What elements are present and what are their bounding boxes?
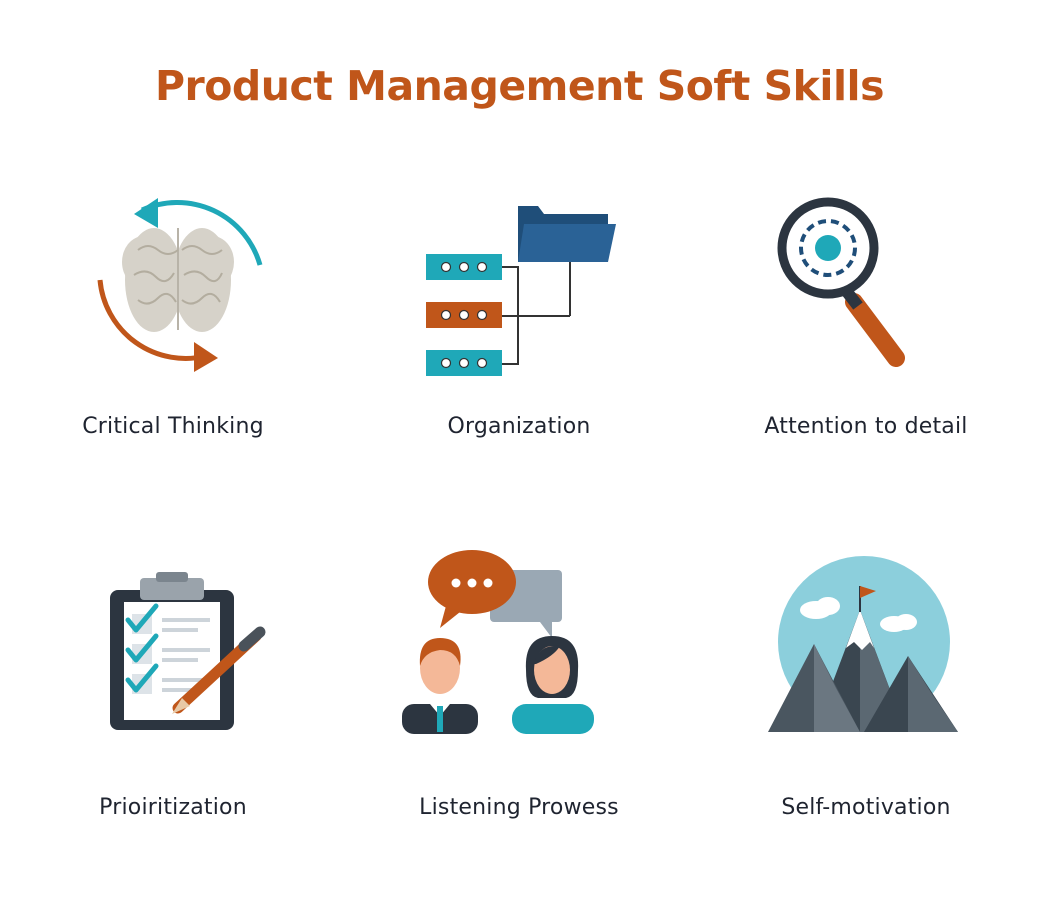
page-title: Product Management Soft Skills [155, 62, 885, 110]
conversation-icon [402, 550, 594, 734]
skill-label-organization: Organization [447, 414, 591, 439]
skill-label-listening-prowess: Listening Prowess [419, 795, 619, 820]
skill-label-self-motivation: Self-motivation [781, 795, 951, 820]
clipboard-icon [110, 572, 266, 730]
skill-label-attention-to-detail: Attention to detail [764, 414, 968, 439]
magnifier-icon [777, 197, 905, 367]
skill-label-prioritization: Prioiritization [99, 795, 247, 820]
brain-icon [97, 198, 263, 372]
skill-label-critical-thinking: Critical Thinking [82, 414, 264, 439]
mountain-icon [768, 556, 958, 732]
folder-server-icon [426, 206, 616, 376]
